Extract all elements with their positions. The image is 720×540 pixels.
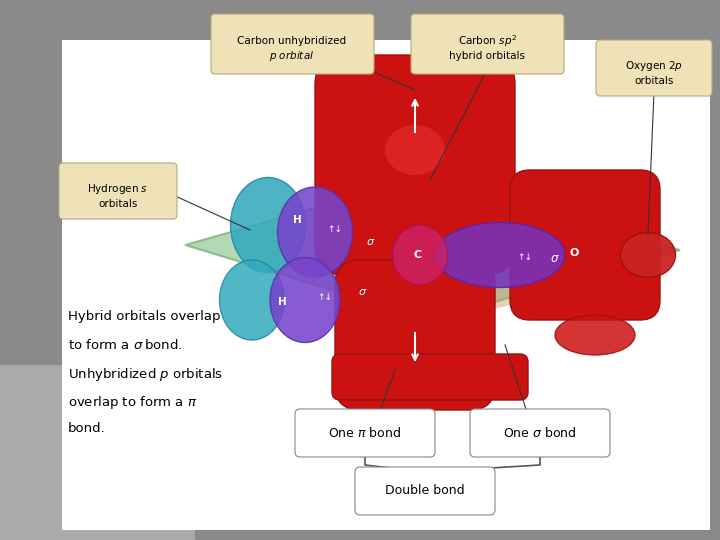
- Text: Oxygen 2$p$: Oxygen 2$p$: [625, 59, 683, 73]
- Ellipse shape: [277, 187, 353, 277]
- Text: Double bond: Double bond: [385, 484, 465, 497]
- Ellipse shape: [392, 225, 448, 285]
- Text: O: O: [570, 248, 579, 258]
- Bar: [0, 365, 195, 540]
- FancyBboxPatch shape: [411, 14, 564, 74]
- Text: One $\pi$ bond: One $\pi$ bond: [328, 426, 402, 440]
- Text: to form a $\sigma$ bond.: to form a $\sigma$ bond.: [68, 338, 182, 352]
- Text: C: C: [414, 250, 422, 260]
- Polygon shape: [355, 260, 530, 325]
- FancyBboxPatch shape: [315, 55, 515, 275]
- Text: H: H: [292, 215, 302, 225]
- Ellipse shape: [435, 222, 565, 287]
- Polygon shape: [185, 175, 680, 320]
- FancyBboxPatch shape: [510, 170, 660, 320]
- Ellipse shape: [270, 258, 340, 342]
- FancyBboxPatch shape: [211, 14, 374, 74]
- FancyBboxPatch shape: [332, 354, 528, 400]
- Text: overlap to form a $\pi$: overlap to form a $\pi$: [68, 394, 197, 411]
- Text: σ: σ: [359, 287, 366, 297]
- Text: orbitals: orbitals: [99, 199, 138, 209]
- FancyBboxPatch shape: [355, 467, 495, 515]
- Text: ↑↓: ↑↓: [328, 226, 343, 234]
- Text: One $\sigma$ bond: One $\sigma$ bond: [503, 426, 577, 440]
- Text: orbitals: orbitals: [634, 76, 674, 86]
- Text: σ: σ: [366, 237, 374, 247]
- Text: H: H: [278, 297, 287, 307]
- Text: Carbon $sp^2$: Carbon $sp^2$: [457, 33, 516, 49]
- Text: Unhybridized $p$ orbitals: Unhybridized $p$ orbitals: [68, 366, 223, 383]
- Text: σ: σ: [550, 252, 558, 265]
- Text: hybrid orbitals: hybrid orbitals: [449, 51, 525, 61]
- Ellipse shape: [621, 233, 675, 278]
- Text: ↑↓: ↑↓: [318, 294, 333, 302]
- Ellipse shape: [220, 260, 284, 340]
- FancyBboxPatch shape: [59, 163, 177, 219]
- Text: $p$ orbital: $p$ orbital: [269, 49, 315, 63]
- FancyBboxPatch shape: [470, 409, 610, 457]
- FancyBboxPatch shape: [596, 40, 712, 96]
- Text: Hybrid orbitals overlap: Hybrid orbitals overlap: [68, 310, 220, 323]
- Text: Hydrogen $s$: Hydrogen $s$: [87, 182, 148, 196]
- Bar: [62, 345, 237, 530]
- FancyBboxPatch shape: [335, 260, 495, 410]
- Ellipse shape: [230, 178, 305, 273]
- Ellipse shape: [555, 315, 635, 355]
- Text: ↑↓: ↑↓: [518, 253, 533, 262]
- FancyBboxPatch shape: [295, 409, 435, 457]
- Ellipse shape: [385, 125, 445, 175]
- Text: Carbon unhybridized: Carbon unhybridized: [238, 36, 346, 46]
- Text: bond.: bond.: [68, 422, 106, 435]
